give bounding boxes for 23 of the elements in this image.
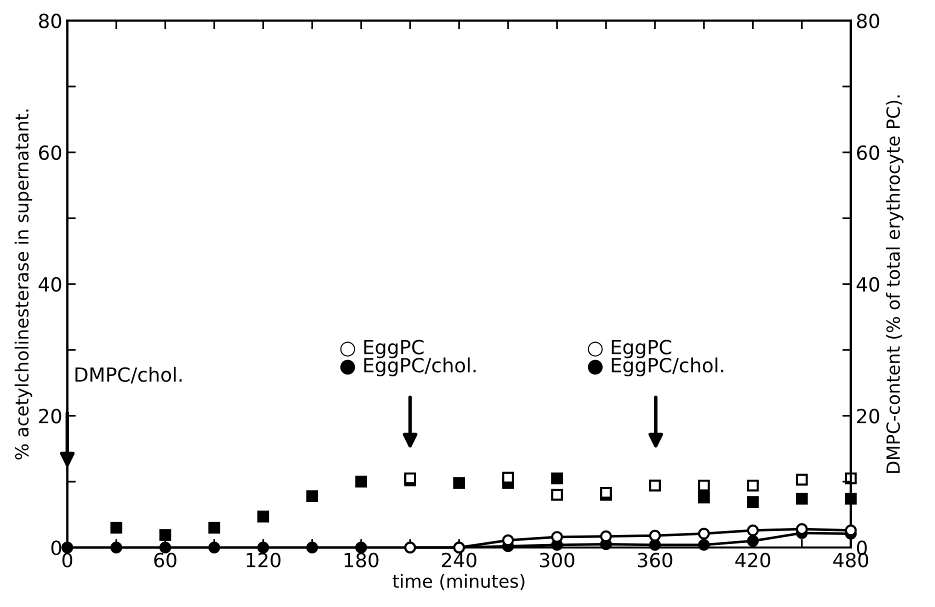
- annotation: ○ EggPC ● EggPC/chol.: [340, 340, 476, 376]
- annotation: ○ EggPC ● EggPC/chol.: [588, 340, 724, 376]
- y-tick-label: 60: [39, 145, 62, 160]
- y-tick-label: 40: [38, 277, 62, 292]
- y-tick-label: 0: [51, 540, 62, 556]
- y-tick-label: 20: [39, 408, 62, 424]
- x-tick-label: 120: [246, 552, 280, 568]
- y-tick-label: 80: [39, 14, 62, 28]
- y2-tick-label: 80: [857, 14, 880, 28]
- y-axis-title: % acetylcholinesterase in supernatant.: [14, 110, 32, 460]
- x-tick-label: 180: [344, 552, 378, 568]
- x-tick-label: 60: [154, 552, 176, 568]
- x-tick-label: 360: [638, 552, 672, 568]
- y2-axis-title: DMPC-content (% of total erythrocyte PC).: [886, 95, 904, 473]
- annotation: DMPC/chol.: [75, 366, 182, 384]
- x-tick-label: 300: [540, 552, 574, 568]
- y2-tick-label: 20: [857, 408, 880, 424]
- x-axis-title: time (minutes): [392, 574, 524, 590]
- x-tick-label: 240: [442, 552, 476, 568]
- y2-tick-label: 60: [857, 145, 880, 160]
- x-tick-label: 0: [62, 552, 72, 568]
- y2-tick-label: 40: [856, 277, 880, 292]
- x-tick-label: 420: [735, 552, 770, 568]
